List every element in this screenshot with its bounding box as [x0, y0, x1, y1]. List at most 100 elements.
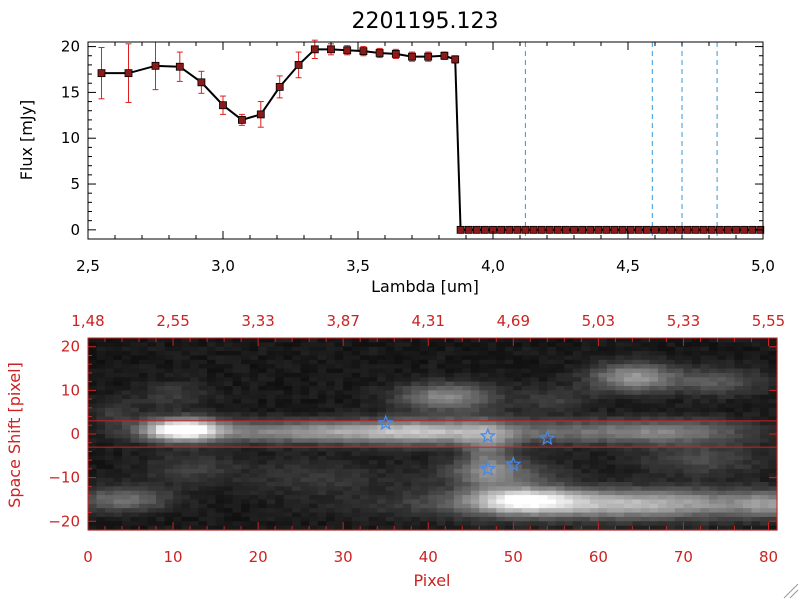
- image-cell: [283, 464, 293, 470]
- image-cell: [385, 512, 395, 518]
- image-cell: [292, 434, 302, 439]
- image-cell: [589, 434, 599, 439]
- image-cell: [751, 399, 761, 405]
- image-cell: [394, 386, 404, 391]
- image-cell: [751, 425, 761, 431]
- image-cell: [513, 403, 523, 409]
- image-cell: [623, 420, 633, 426]
- image-cell: [708, 342, 719, 348]
- image-cell: [632, 390, 642, 396]
- image-cell: [309, 390, 319, 396]
- image-cell: [496, 525, 506, 531]
- image-cell: [88, 451, 98, 457]
- image-cell: [326, 442, 336, 448]
- image-cell: [275, 482, 285, 487]
- image-cell: [139, 503, 149, 509]
- image-cell: [453, 455, 463, 461]
- image-cell: [768, 390, 778, 396]
- image-cell: [521, 338, 531, 343]
- image-cell: [445, 490, 455, 496]
- image-cell: [88, 438, 98, 444]
- image-cell: [513, 486, 523, 492]
- image-cell: [572, 412, 582, 418]
- image-cell: [606, 512, 616, 518]
- image-cell: [751, 460, 761, 466]
- image-cell: [564, 364, 574, 370]
- image-cell: [547, 359, 557, 365]
- image-cell: [683, 429, 693, 435]
- y-tick-label: 5: [70, 175, 80, 193]
- image-cell: [173, 455, 183, 461]
- image-cell: [649, 386, 659, 391]
- image-cell: [589, 442, 599, 448]
- image-cell: [164, 482, 174, 487]
- image-cell: [751, 420, 761, 426]
- image-cell: [266, 512, 276, 518]
- image-cell: [105, 407, 115, 413]
- image-cell: [700, 407, 710, 413]
- image-cell: [496, 346, 506, 352]
- image-cell: [521, 434, 531, 439]
- image-cell: [436, 425, 446, 431]
- image-cell: [402, 482, 412, 487]
- image-cell: [360, 495, 370, 501]
- image-cell: [691, 403, 702, 409]
- image-cell: [640, 503, 651, 509]
- image-cell: [275, 420, 285, 426]
- image-cell: [547, 503, 557, 509]
- resize-grip-icon[interactable]: [783, 583, 799, 599]
- image-cell: [445, 377, 455, 383]
- image-cell: [368, 482, 378, 487]
- image-cell: [606, 482, 616, 487]
- image-cell: [683, 355, 693, 361]
- image-cell: [173, 499, 183, 505]
- image-cell: [479, 399, 489, 405]
- image-cell: [615, 368, 625, 374]
- image-cell: [343, 355, 353, 361]
- image-cell: [640, 464, 651, 470]
- image-cell: [207, 447, 217, 453]
- image-cell: [105, 420, 115, 426]
- image-cell: [666, 399, 676, 405]
- image-cell: [266, 390, 276, 396]
- image-cell: [232, 429, 242, 435]
- image-cell: [453, 434, 463, 439]
- image-cell: [275, 425, 285, 431]
- image-cell: [555, 486, 565, 492]
- image-cell: [241, 368, 251, 374]
- image-cell: [504, 516, 514, 522]
- image-cell: [513, 442, 523, 448]
- image-cell: [674, 372, 685, 378]
- image-cell: [224, 508, 234, 514]
- image-cell: [198, 412, 208, 418]
- image-cell: [555, 403, 565, 409]
- image-cell: [632, 499, 642, 505]
- image-cell: [564, 425, 574, 431]
- image-cell: [598, 386, 608, 391]
- image-cell: [742, 495, 753, 501]
- image-cell: [232, 447, 242, 453]
- image-cell: [249, 508, 259, 514]
- image-cell: [640, 455, 651, 461]
- image-cell: [224, 512, 234, 518]
- image-cell: [768, 355, 778, 361]
- image-cell: [555, 503, 565, 509]
- image-cell: [173, 386, 183, 391]
- image-cell: [640, 460, 651, 466]
- image-cell: [700, 490, 710, 496]
- image-cell: [581, 434, 591, 439]
- image-cell: [742, 416, 753, 422]
- image-cell: [708, 473, 719, 479]
- image-cell: [513, 399, 523, 405]
- image-cell: [674, 525, 685, 531]
- image-cell: [589, 394, 599, 400]
- image-cell: [725, 512, 736, 518]
- image-cell: [768, 399, 778, 405]
- image-cell: [139, 525, 149, 531]
- image-cell: [674, 503, 685, 509]
- image-cell: [394, 486, 404, 492]
- image-cell: [649, 403, 659, 409]
- image-cell: [768, 516, 778, 522]
- image-cell: [742, 377, 753, 383]
- image-cell: [88, 464, 98, 470]
